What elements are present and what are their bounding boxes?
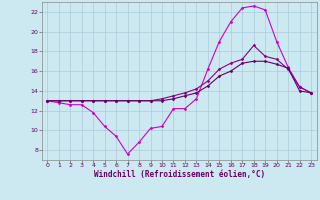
X-axis label: Windchill (Refroidissement éolien,°C): Windchill (Refroidissement éolien,°C) bbox=[94, 170, 265, 179]
